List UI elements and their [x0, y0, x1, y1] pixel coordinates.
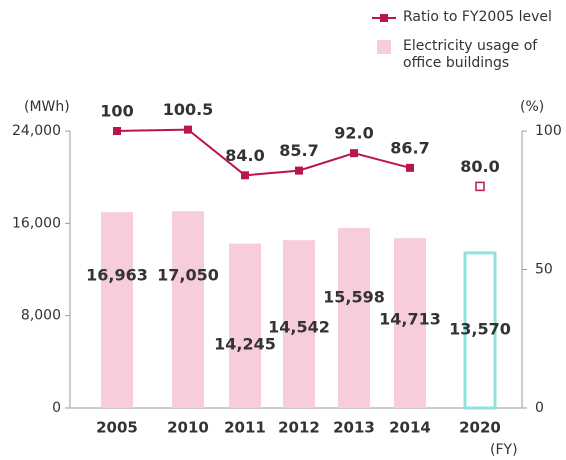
y-axis-label: (MWh)	[24, 99, 70, 115]
x-tick-label: 2020	[459, 419, 501, 437]
legend-bar-symbol	[377, 40, 391, 54]
line-marker	[406, 163, 414, 172]
bar	[229, 243, 261, 408]
y-tick-label: 0	[52, 400, 61, 416]
y-tick-label: 16,000	[12, 215, 61, 231]
bar	[172, 211, 204, 408]
bar-label: 13,570	[449, 320, 511, 339]
y2-tick-label: 50	[535, 262, 553, 278]
line-label: 86.7	[390, 138, 429, 157]
line-marker	[350, 149, 358, 158]
y2-axis-label: (%)	[520, 99, 544, 115]
bar	[463, 251, 497, 410]
bar	[101, 212, 133, 408]
y-tick-label: 24,000	[12, 123, 61, 139]
line-marker	[295, 166, 303, 175]
bar	[394, 238, 426, 408]
line-marker	[184, 125, 192, 134]
y2-tick-label: 100	[535, 123, 562, 139]
bar-label: 16,963	[86, 266, 148, 285]
bar-label: 14,245	[214, 335, 276, 354]
bar	[338, 227, 370, 408]
bar	[283, 240, 315, 408]
line-marker	[113, 127, 121, 135]
legend-line-marker	[380, 14, 388, 22]
x-tick-label: 2005	[96, 419, 138, 437]
line-label: 84.0	[225, 146, 264, 165]
x-axis-label: (FY)	[490, 442, 518, 458]
x-tick-label: 2012	[278, 419, 320, 437]
line-label: 100.5	[163, 100, 214, 119]
line	[116, 128, 411, 177]
x-tick-label: 2011	[224, 419, 266, 437]
line-label: 92.0	[334, 124, 373, 143]
bar-label: 17,050	[157, 266, 219, 285]
bar-label: 14,713	[379, 310, 441, 329]
line-label: 85.7	[279, 141, 318, 160]
y-tick-label: 8,000	[21, 308, 61, 324]
line-marker	[475, 181, 485, 192]
legend-line: Ratio to FY2005 level	[403, 9, 552, 25]
x-tick-label: 2013	[333, 419, 375, 437]
line-label: 100	[100, 102, 133, 121]
y2-tick-label: 0	[535, 400, 544, 416]
legend-bar: Electricity usage of office buildings	[403, 38, 538, 71]
line-label: 80.0	[460, 157, 499, 176]
bar-label: 15,598	[323, 288, 385, 307]
line-marker	[241, 171, 249, 180]
bar-label: 14,542	[268, 318, 330, 337]
x-tick-label: 2010	[167, 419, 209, 437]
x-tick-label: 2014	[389, 419, 431, 437]
